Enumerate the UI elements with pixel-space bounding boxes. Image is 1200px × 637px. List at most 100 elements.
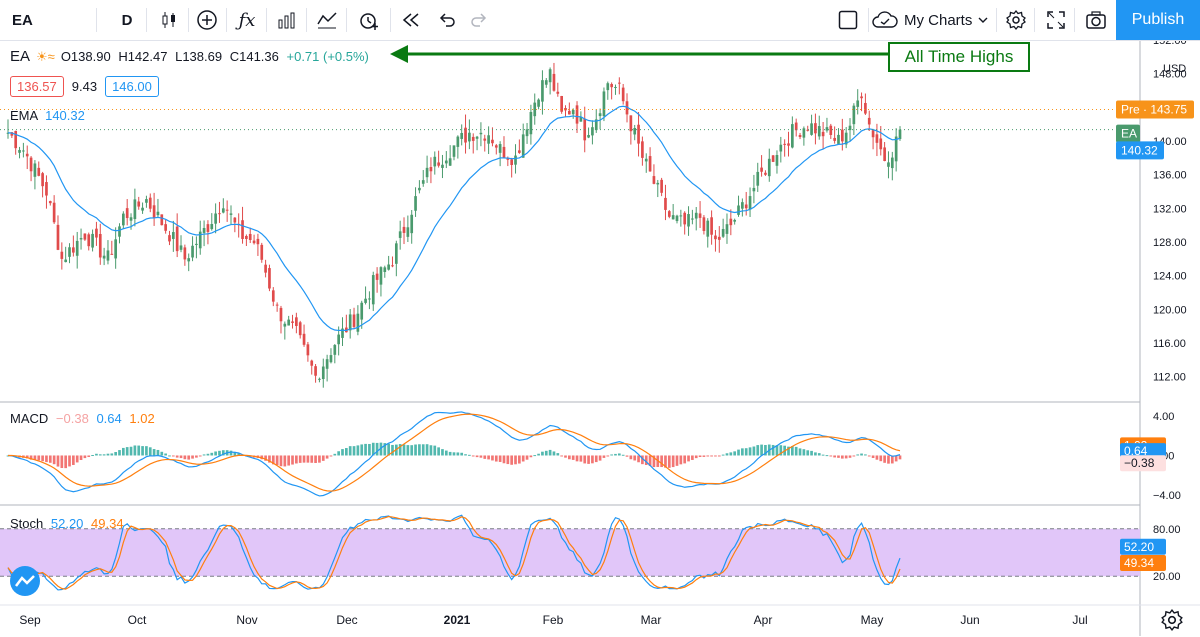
candle-body	[145, 199, 148, 203]
fullscreen-icon[interactable]	[1040, 0, 1072, 40]
candle-body	[860, 96, 863, 99]
candle-body	[414, 196, 417, 211]
candle-body	[614, 86, 617, 88]
undo-icon[interactable]	[432, 0, 462, 40]
low-value: L138.69	[175, 49, 223, 64]
chart-canvas[interactable]: 152.00148.00144.00140.00136.00132.00128.…	[0, 40, 1200, 636]
candle-body	[152, 205, 156, 218]
macd-histogram-bar	[890, 455, 894, 464]
toolbar-divider	[226, 8, 227, 32]
macd-histogram-bar	[310, 455, 314, 463]
price-tick-label: 148.00	[1153, 69, 1187, 81]
buy-price-chip[interactable]: 146.00	[105, 76, 159, 97]
macd-histogram-bar	[625, 455, 629, 457]
candle-body	[141, 207, 144, 211]
macd-histogram-bar	[406, 445, 410, 456]
macd-histogram-bar	[175, 455, 179, 458]
redo-icon[interactable]	[464, 0, 494, 40]
candle-body	[125, 208, 129, 219]
macd-legend[interactable]: MACD −0.38 0.64 1.02	[10, 411, 155, 426]
ema-price-label: 140.32	[1116, 141, 1164, 160]
macd-histogram-bar	[279, 455, 283, 467]
legend-symbol[interactable]: EA	[10, 48, 31, 65]
macd-histogram-bar	[602, 455, 606, 458]
macd-histogram-bar	[379, 442, 383, 456]
all-time-highs-annotation[interactable]: All Time Highs	[888, 42, 1030, 72]
candle-body	[679, 215, 683, 217]
interval-button[interactable]: D	[121, 11, 133, 29]
candle-body	[667, 211, 671, 217]
candle-body	[787, 143, 790, 146]
candle-body	[890, 157, 894, 169]
macd-histogram-bar	[779, 445, 783, 456]
candle-body	[479, 132, 483, 135]
replay-icon[interactable]	[394, 0, 428, 40]
annotation-arrow	[390, 45, 888, 63]
macd-histogram-bar	[345, 448, 348, 456]
macd-histogram-bar	[706, 455, 710, 457]
toolbar-divider	[306, 8, 307, 32]
main-legend: EA ☀≈ O138.90 H142.47 L138.69 C141.36 +0…	[10, 48, 373, 65]
camera-icon[interactable]	[1080, 0, 1112, 40]
candles-icon[interactable]	[152, 0, 186, 40]
candle-body	[87, 234, 91, 247]
layout-icon[interactable]	[832, 0, 864, 40]
macd-histogram-bar	[210, 452, 214, 456]
candle-body	[621, 87, 625, 102]
macd-histogram-bar	[179, 455, 183, 459]
macd-histogram-bar	[748, 447, 752, 456]
macd-histogram-bar	[644, 455, 648, 466]
candle-body	[471, 136, 475, 141]
macd-histogram-bar	[375, 442, 379, 456]
candle-body	[206, 224, 210, 232]
bar-chart-icon[interactable]	[270, 0, 304, 40]
stoch-tick-label: 80.00	[1153, 524, 1181, 536]
macd-histogram-bar	[844, 455, 848, 459]
candle-body	[29, 157, 33, 172]
stoch-band	[0, 528, 1140, 577]
candle-body	[195, 243, 198, 245]
stoch-k-tag-bg	[1120, 538, 1166, 555]
candle-body	[202, 227, 206, 233]
ema-legend[interactable]: EMA 140.32	[10, 108, 85, 123]
stoch-legend[interactable]: Stoch 52.20 49.34	[10, 516, 124, 531]
candle-body	[283, 323, 287, 327]
candle-body	[794, 122, 798, 131]
gear-icon[interactable]	[1160, 608, 1184, 632]
macd-line-tag: 0.64	[1120, 443, 1166, 460]
candle-body	[360, 302, 364, 320]
macd-histogram-bar	[894, 455, 898, 462]
tradingview-logo-icon[interactable]	[10, 566, 40, 596]
close-value: C141.36	[229, 49, 279, 64]
compare-icon[interactable]	[310, 0, 344, 40]
candle-body	[160, 214, 164, 226]
candle-body	[656, 182, 660, 185]
candle-body	[279, 307, 283, 322]
macd-histogram-bar	[875, 455, 879, 460]
candle-body	[641, 141, 644, 158]
sell-price-chip[interactable]: 136.57	[10, 76, 64, 97]
price-tick-label: 132.00	[1153, 203, 1187, 215]
candle-body	[187, 258, 191, 262]
macd-histogram-bar	[152, 449, 156, 456]
settings-icon[interactable]	[1000, 0, 1032, 40]
macd-histogram-bar	[456, 452, 460, 456]
candle-body	[798, 135, 802, 138]
candle-body	[783, 143, 786, 145]
candle-body	[864, 102, 867, 114]
add-indicator-icon[interactable]	[190, 0, 224, 40]
ema-label: EMA	[10, 108, 38, 123]
alert-icon[interactable]	[352, 0, 386, 40]
candle-body	[598, 113, 602, 117]
publish-button[interactable]: Publish	[1116, 0, 1200, 40]
macd-histogram-bar	[852, 455, 856, 457]
candle-body	[45, 182, 48, 196]
candle-body	[821, 131, 825, 137]
fx-icon[interactable]: ƒx	[238, 9, 256, 31]
symbol-search[interactable]: EA	[12, 11, 33, 29]
macd-histogram-bar	[137, 445, 141, 456]
macd-histogram-bar	[29, 455, 33, 460]
macd-histogram-bar	[541, 451, 544, 456]
macd-histogram-bar	[821, 454, 825, 456]
my-charts-button[interactable]: My Charts	[872, 0, 994, 40]
